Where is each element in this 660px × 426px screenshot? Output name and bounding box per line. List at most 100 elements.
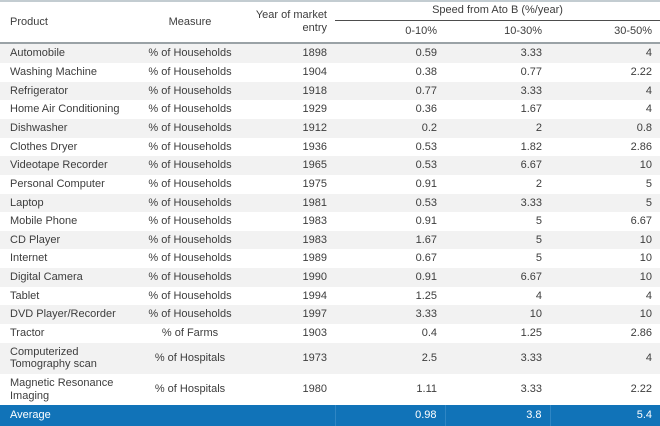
speed-30-50-cell: 4: [645, 84, 653, 97]
column-group-header-speed: Speed from Ato B (%/year): [335, 2, 660, 22]
speed-30-50-cell: 2.22: [630, 383, 653, 396]
speed-10-30-cell: 10: [529, 308, 542, 321]
year-cell: 1903: [302, 326, 327, 339]
table-row: Laptop % of Households 1981 0.53 3.33 5: [0, 193, 660, 213]
table-row: Home Air Conditioning % of Households 1929…: [0, 100, 660, 119]
measure-cell: % of Farms: [161, 326, 219, 339]
table-row: Computerized Tomography scan % of Hospita…: [0, 342, 660, 374]
speed-0-10-cell: 0.53: [415, 140, 437, 153]
table-row: Videotape Recorder % of Households 1965 0.5…: [0, 156, 660, 175]
product-cell: Computerized Tomography scan: [10, 345, 97, 371]
speed-30-50-cell: 2.22: [630, 66, 653, 79]
table-row: Internet % of Households 1989 0.67 5 10: [0, 249, 660, 269]
column-header-measure: Measure: [168, 15, 212, 28]
speed-10-30-cell: 5: [535, 215, 542, 228]
year-cell: 1980: [302, 383, 327, 396]
speed-30-50-cell: 6.67: [630, 215, 653, 228]
product-cell: Automobile: [10, 47, 66, 60]
measure-cell: % of Households: [148, 271, 232, 284]
column-header-year: Year of market entry: [255, 9, 327, 35]
table-row: Digital Camera % of Households 1990 0.91 6.6…: [0, 268, 660, 287]
speed-10-30-cell: 1.82: [520, 140, 542, 153]
speed-30-50-cell: 0.8: [636, 121, 653, 134]
measure-cell: % of Households: [148, 121, 232, 134]
speed-0-10-cell: 0.36: [415, 103, 437, 116]
column-header-speed-30-50: 30-50%: [614, 25, 653, 38]
speed-0-10-cell: 0.4: [421, 326, 437, 339]
year-cell: 1989: [302, 252, 327, 265]
speed-10-30-cell: 6.67: [520, 159, 542, 172]
column-header-speed-10-30: 10-30%: [504, 25, 542, 38]
product-cell: Digital Camera: [10, 271, 83, 284]
speed-0-10-cell: 0.91: [415, 271, 437, 284]
speed-0-10-cell: 3.33: [415, 308, 437, 321]
speed-30-50-cell: 5: [645, 196, 653, 209]
product-cell: Mobile Phone: [10, 215, 78, 228]
column-header-product: Product: [10, 15, 48, 28]
speed-30-50-cell: 4: [645, 351, 653, 364]
speed-30-50-cell: 10: [639, 271, 653, 284]
product-cell: Dishwasher: [10, 121, 68, 134]
speed-30-50-cell: 5: [645, 177, 653, 190]
speed-0-10-cell: 2.5: [421, 351, 437, 364]
speed-10-30-cell: 5: [535, 252, 542, 265]
speed-0-10-cell: 0.53: [415, 196, 437, 209]
year-cell: 1965: [302, 159, 327, 172]
year-cell: 1975: [302, 177, 327, 190]
speed-30-50-cell: 2.86: [630, 140, 653, 153]
speed-10-30-cell: 3.33: [520, 383, 542, 396]
average-row: Average 0.98 3.8 5.4: [0, 405, 660, 426]
speed-10-30-cell: 3.33: [520, 84, 542, 97]
speed-0-10-cell: 0.77: [415, 84, 437, 97]
table-row: Personal Computer % of Households 1975 0.91…: [0, 174, 660, 194]
year-cell: 1918: [302, 84, 327, 97]
measure-cell: % of Hospitals: [154, 351, 226, 364]
speed-10-30-cell: 5: [535, 233, 542, 246]
speed-30-50-cell: 4: [645, 103, 653, 116]
speed-0-10-cell: 1.11: [416, 383, 437, 396]
product-cell: Internet: [10, 252, 48, 265]
speed-10-30-cell: 2: [535, 121, 542, 134]
table-row: Refrigerator % of Households 1918 0.77 3.33 4: [0, 81, 660, 101]
speed-10-30-cell: 3.33: [520, 196, 542, 209]
measure-cell: % of Households: [148, 196, 232, 209]
speed-0-10-cell: 0.59: [415, 47, 437, 60]
table-header: Product Measure Year of market entry Spe…: [0, 2, 660, 44]
year-cell: 1912: [302, 121, 327, 134]
measure-cell: % of Households: [148, 177, 232, 190]
measure-cell: % of Households: [148, 233, 232, 246]
measure-cell: % of Households: [148, 47, 232, 60]
average-speed-0-10: 0.98: [334, 405, 445, 426]
speed-10-30-cell: 6.67: [520, 271, 542, 284]
table-row: Dishwasher % of Households 1912 0.2 2 0.8: [0, 118, 660, 138]
table-row: Mobile Phone % of Households 1983 0.91 5 6.67: [0, 212, 660, 231]
table-body: Automobile % of Households 1898 0.59 3.33 4 Wa…: [0, 43, 660, 406]
speed-30-50-cell: 4: [645, 289, 653, 302]
speed-30-50-cell: 10: [639, 308, 653, 321]
speed-10-30-cell: 1.25: [520, 326, 542, 339]
speed-10-30-cell: 3.33: [520, 47, 542, 60]
year-cell: 1983: [302, 233, 327, 246]
measure-cell: % of Households: [148, 215, 232, 228]
speed-0-10-cell: 0.91: [415, 177, 437, 190]
product-cell: Videotape Recorder: [10, 159, 108, 172]
product-cell: CD Player: [10, 233, 61, 246]
measure-cell: % of Households: [148, 140, 232, 153]
table-row: DVD Player/Recorder % of Households 1997 3.…: [0, 305, 660, 324]
year-cell: 1983: [302, 215, 327, 228]
product-cell: Home Air Conditioning: [10, 103, 120, 116]
table-row: Washing Machine % of Households 1904 0.38 0.…: [0, 63, 660, 82]
measure-cell: % of Households: [148, 308, 232, 321]
speed-30-50-cell: 10: [639, 233, 653, 246]
average-speed-10-30: 3.8: [444, 405, 550, 426]
year-cell: 1994: [302, 289, 327, 302]
product-cell: Clothes Dryer: [10, 140, 78, 153]
product-cell: Laptop: [10, 196, 44, 209]
year-cell: 1973: [302, 351, 327, 364]
year-cell: 1898: [302, 47, 327, 60]
product-cell: Personal Computer: [10, 177, 105, 190]
speed-0-10-cell: 0.53: [415, 159, 437, 172]
table-row: Clothes Dryer % of Households 1936 0.53 1.82…: [0, 137, 660, 157]
product-cell: Refrigerator: [10, 84, 69, 97]
